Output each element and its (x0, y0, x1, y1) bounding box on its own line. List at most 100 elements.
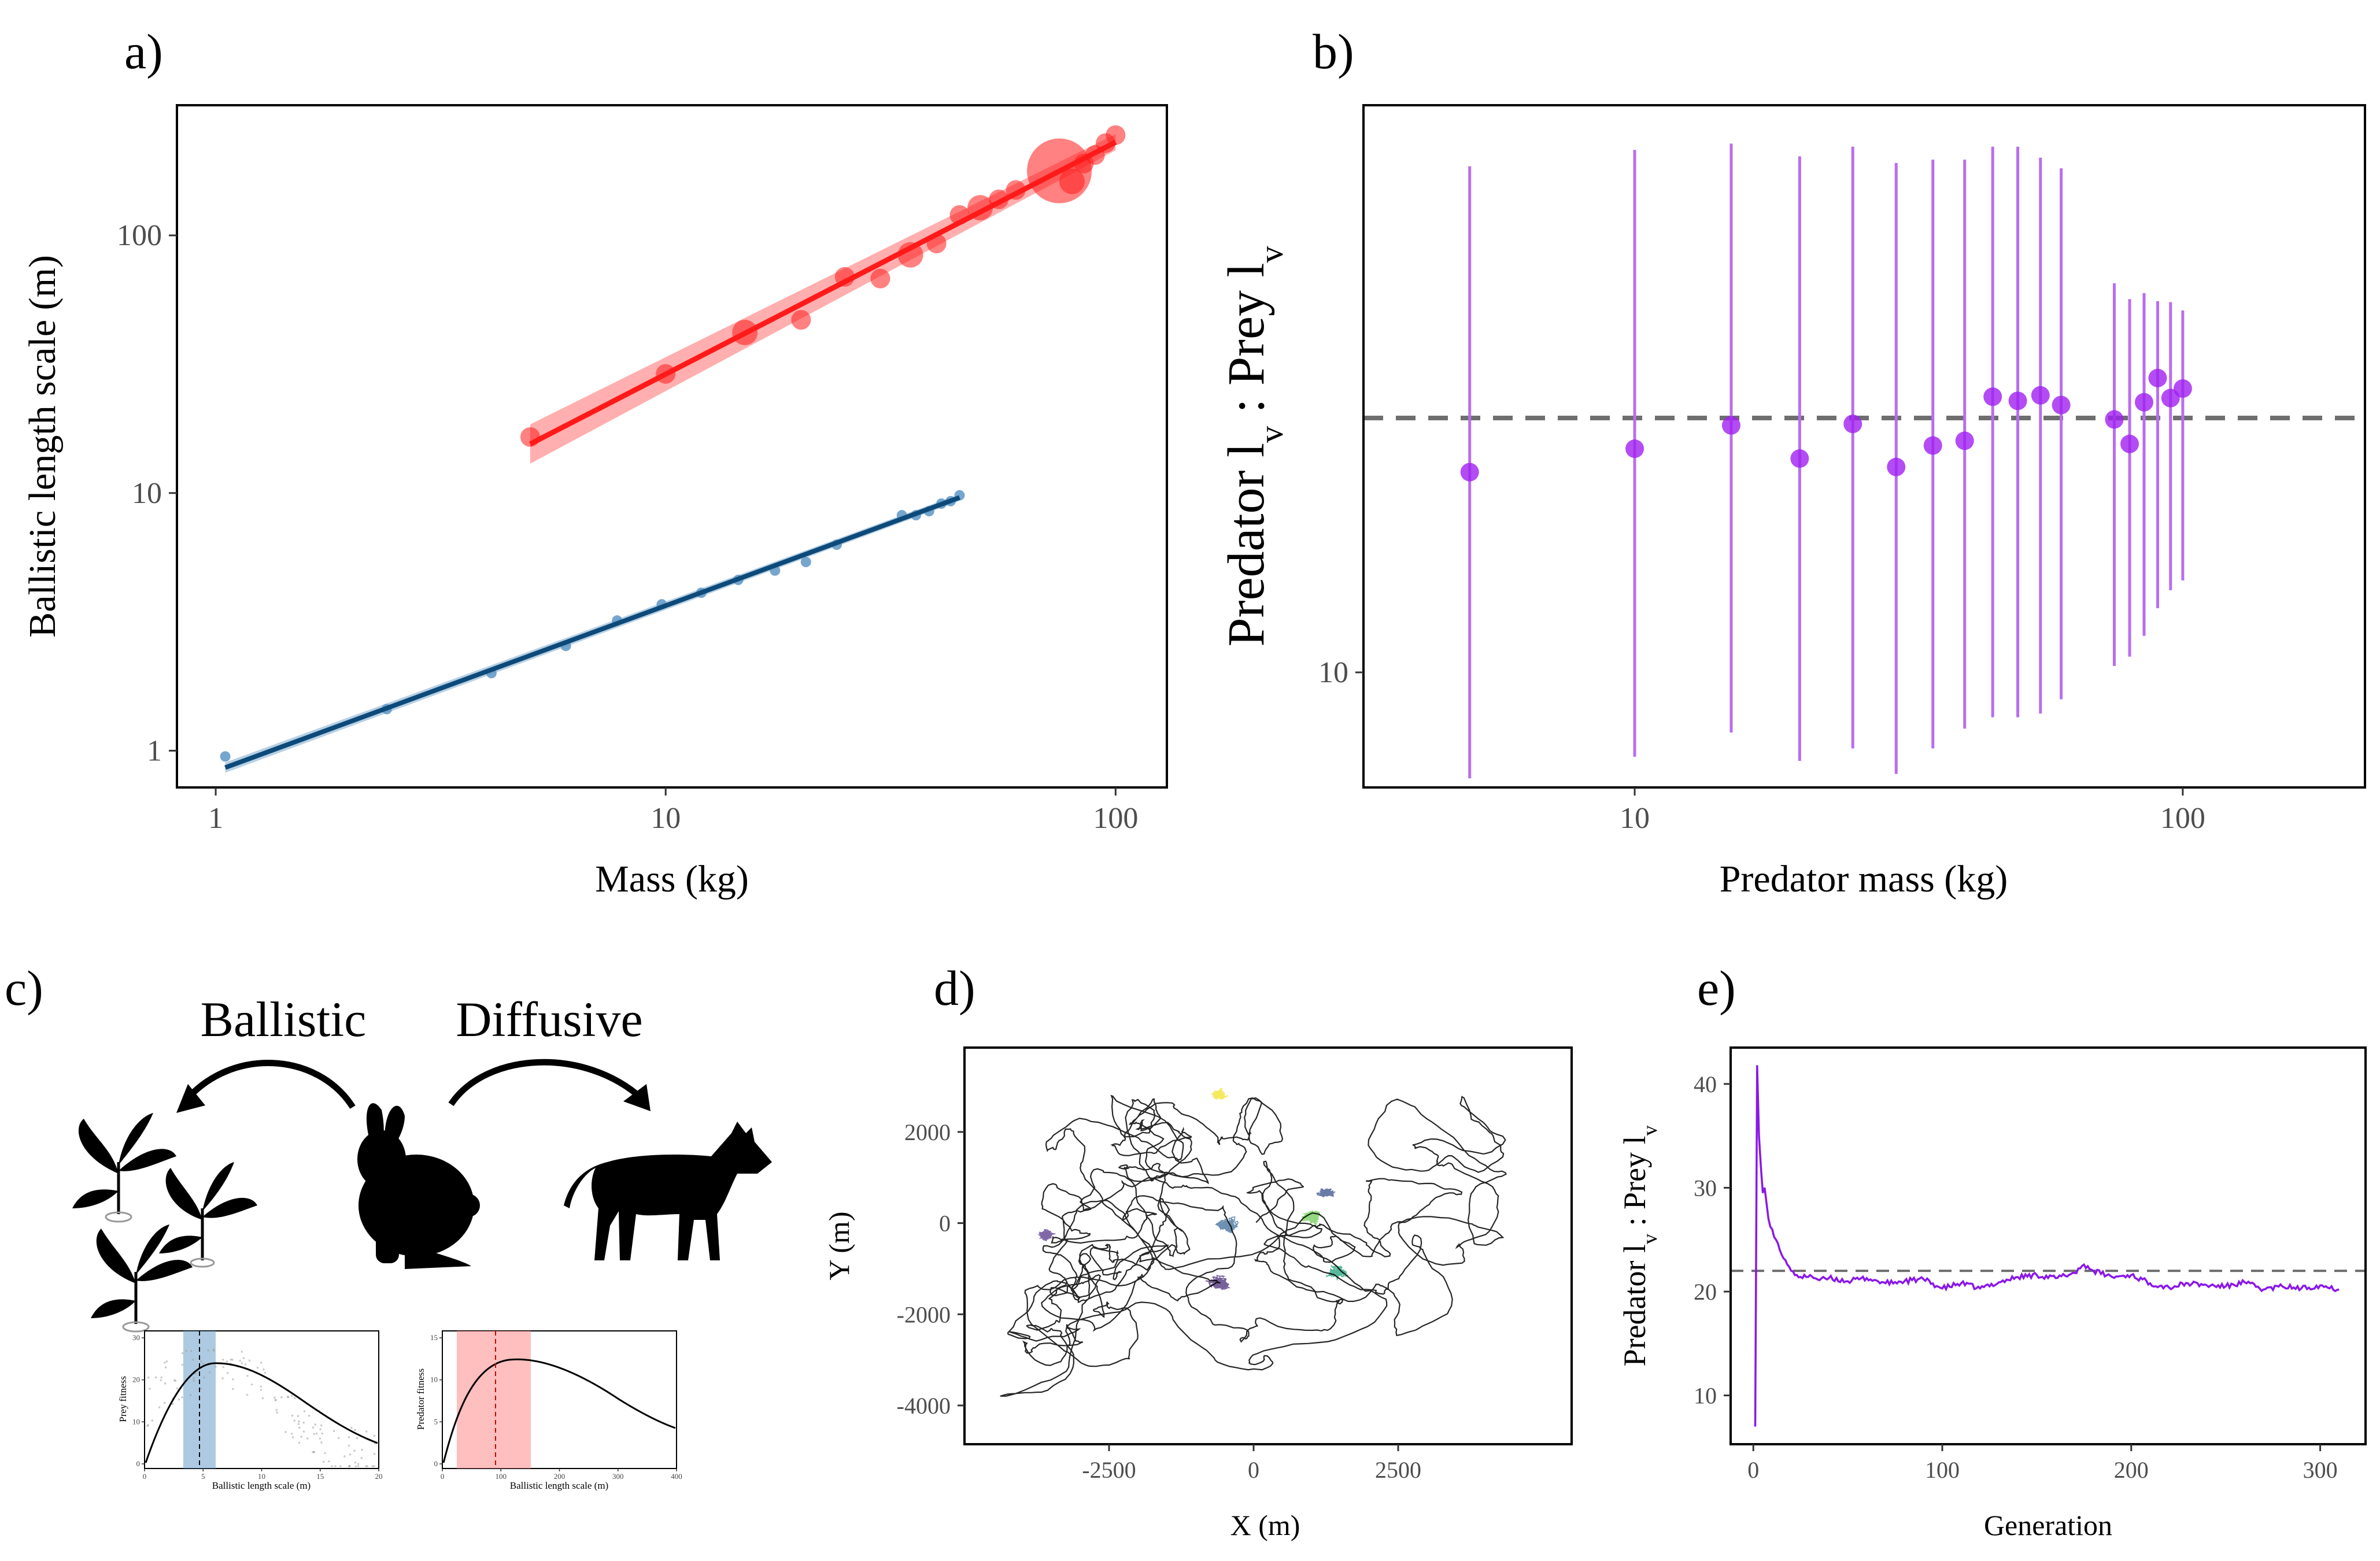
inset-point (221, 1359, 224, 1361)
inset-point (328, 1460, 330, 1463)
inset-point (246, 1393, 249, 1396)
inset-point (353, 1449, 356, 1452)
predator-inset-xlabel: Ballistic length scale (m) (510, 1480, 608, 1491)
prey-point (800, 557, 811, 568)
x-tick-label: 1 (208, 802, 223, 835)
inset-point (322, 1460, 325, 1463)
inset-x-tick-label: 0 (441, 1472, 445, 1481)
y-tick-label: 10 (1318, 656, 1348, 689)
inset-point (275, 1408, 278, 1411)
inset-point (291, 1433, 293, 1435)
ratio-point (1955, 431, 1974, 450)
inset-point (165, 1360, 168, 1363)
inset-point (181, 1396, 184, 1399)
inset-y-tick-label: 0 (136, 1459, 141, 1468)
inset-point (360, 1457, 363, 1459)
inset-point (356, 1437, 359, 1440)
inset-x-tick-label: 10 (258, 1472, 265, 1481)
panel-label-d: d) (934, 960, 975, 1016)
inset-point (151, 1419, 154, 1422)
inset-point (373, 1452, 376, 1455)
inset-x-tick-label: 200 (554, 1472, 566, 1481)
inset-point (298, 1441, 301, 1444)
inset-y-tick-label: 20 (132, 1375, 140, 1384)
inset-point (354, 1462, 357, 1464)
inset-point (313, 1451, 315, 1453)
inset-point (357, 1463, 360, 1465)
panel-e-x-axis-label: Generation (1984, 1509, 2112, 1541)
predator-fitness-curve (442, 1358, 676, 1463)
inset-point (147, 1423, 149, 1426)
panel-label-a: a) (124, 24, 163, 79)
rabbit-icon (357, 1103, 480, 1269)
inset-point (260, 1389, 263, 1391)
prey-range-patch (1326, 1265, 1348, 1281)
inset-point (158, 1406, 161, 1408)
inset-point (250, 1383, 253, 1386)
ratio-point (2148, 368, 2167, 387)
inset-point (154, 1376, 157, 1379)
ratio-point (2031, 386, 2050, 405)
predator-point (1059, 168, 1085, 194)
inset-point (208, 1371, 211, 1374)
inset-point (334, 1465, 337, 1467)
inset-point (365, 1430, 368, 1433)
y-tick-label: 10 (132, 477, 162, 510)
inset-point (350, 1426, 353, 1429)
inset-y-tick-label: 5 (434, 1417, 438, 1426)
inset-point (321, 1432, 323, 1435)
inset-point (215, 1366, 217, 1368)
inset-point (332, 1430, 335, 1433)
inset-point (231, 1359, 234, 1361)
inset-point (365, 1465, 367, 1467)
inset-point (373, 1465, 375, 1467)
ratio-point (1887, 457, 1906, 476)
inset-point (314, 1423, 317, 1426)
inset-point (298, 1426, 301, 1429)
inset-y-tick-label: 0 (434, 1459, 438, 1468)
inset-x-tick-label: 0 (143, 1472, 147, 1481)
inset-y-tick-label: 10 (132, 1417, 140, 1426)
inset-point (280, 1396, 283, 1399)
ratio-point (1460, 463, 1479, 482)
panel-a-y-axis-label: Ballistic length scale (m) (21, 255, 64, 638)
diffusive-arrowhead (623, 1084, 651, 1111)
prey-point (220, 751, 231, 762)
predator-fit-confidence-band (530, 134, 1116, 464)
inset-point (315, 1432, 318, 1435)
plant-icon (91, 1225, 193, 1333)
inset-point (230, 1358, 232, 1361)
ballistic-label: Ballistic (201, 992, 367, 1047)
inset-point (273, 1396, 276, 1399)
y-tick-label: 10 (1694, 1383, 1717, 1409)
wolf-icon (564, 1122, 772, 1260)
inset-x-tick-label: 400 (671, 1472, 682, 1481)
inset-point (348, 1444, 350, 1447)
ratio-point (1721, 416, 1740, 435)
inset-point (331, 1465, 333, 1467)
inset-point (199, 1360, 202, 1363)
inset-point (181, 1363, 184, 1366)
inset-point (190, 1350, 193, 1352)
prey-range-patch (1037, 1229, 1056, 1242)
inset-point (297, 1415, 300, 1418)
panel-d-chart: -2500 0 2500 2000 0 -2000 -4000 X (m) Y (m) (823, 1046, 1573, 1541)
inset-point (160, 1379, 162, 1382)
inset-point (241, 1351, 243, 1353)
inset-point (164, 1382, 167, 1385)
inset-point (373, 1434, 376, 1437)
panel-d-x-axis-label: X (m) (1230, 1509, 1300, 1541)
inset-y-tick-label: 30 (132, 1333, 140, 1342)
inset-point (185, 1349, 188, 1352)
x-tick-label: -2500 (1082, 1457, 1136, 1483)
ratio-point (1923, 436, 1942, 455)
ratio-point (2134, 393, 2153, 412)
inset-point (221, 1377, 224, 1379)
inset-point (193, 1377, 195, 1379)
y-tick-label: 100 (117, 219, 162, 252)
svg-text:Predator lv : Prey lv: Predator lv : Prey lv (1617, 1126, 1661, 1367)
predator-optimum-band (457, 1331, 531, 1468)
predator-point (870, 268, 890, 288)
inset-point (354, 1429, 356, 1431)
